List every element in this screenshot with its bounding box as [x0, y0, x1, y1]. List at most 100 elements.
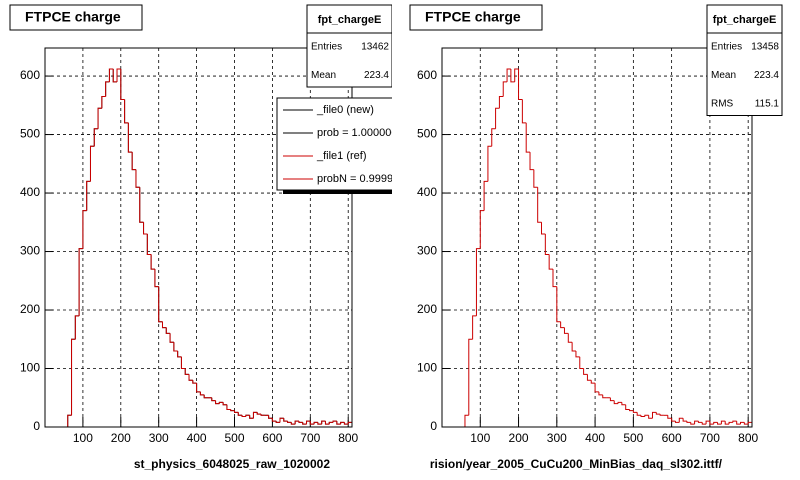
histogram-bin — [651, 411, 657, 419]
stats-value: 13462 — [361, 42, 389, 53]
histogram-bin — [475, 248, 481, 316]
histogram-bin — [625, 404, 630, 410]
histogram-bin — [192, 380, 197, 384]
histogram-bin — [510, 69, 515, 83]
histogram-bin — [518, 69, 523, 100]
histogram-bin — [487, 145, 492, 182]
stats-box — [706, 4, 783, 116]
histogram-bin — [112, 69, 118, 83]
histogram-bin — [720, 420, 726, 425]
histogram-bin — [184, 368, 190, 375]
histogram-bin — [317, 422, 322, 425]
histogram-bin — [173, 342, 178, 352]
histogram-bin — [74, 315, 80, 340]
histogram-bin — [617, 401, 622, 404]
stats-value: 13458 — [751, 42, 779, 53]
histogram-bin — [268, 415, 273, 419]
histogram-bin — [302, 422, 307, 425]
histogram-bin — [199, 391, 205, 396]
histogram-bin — [154, 269, 159, 288]
histogram-bin — [609, 397, 615, 402]
histogram-bin — [127, 122, 133, 153]
histogram-bin — [234, 410, 239, 413]
histogram-bin — [93, 128, 99, 147]
histogram-bin — [97, 107, 102, 129]
histogram-bin — [67, 414, 72, 427]
histogram-bin — [525, 122, 531, 153]
histogram-bin — [590, 380, 596, 384]
histogram-bin — [636, 412, 642, 416]
histogram-bin — [343, 422, 349, 425]
stats-box — [306, 4, 392, 88]
y-tick-label: 0 — [430, 419, 437, 433]
y-tick-label: 200 — [417, 302, 437, 316]
histogram-bin — [747, 421, 752, 425]
histogram-bin — [218, 401, 224, 404]
stats-key: Entries — [711, 42, 742, 53]
histogram-bin — [226, 404, 231, 410]
y-tick-label: 400 — [20, 185, 40, 199]
x-tick-label: 400 — [187, 431, 207, 445]
histogram-bin — [120, 69, 125, 100]
histogram-bin — [321, 420, 326, 425]
stats-key: Mean — [711, 70, 736, 81]
chart-title: FTPCE charge — [25, 9, 121, 25]
histogram-bin — [583, 368, 588, 375]
histogram-bin — [180, 356, 186, 370]
x-tick-label: 700 — [700, 431, 720, 445]
histogram-bin — [464, 414, 469, 427]
histogram-bin — [340, 421, 345, 425]
histogram-bin — [728, 421, 733, 425]
histogram-bin — [279, 417, 284, 423]
histogram-bin — [498, 96, 504, 109]
histogram-bin — [556, 286, 561, 323]
histogram-bin — [495, 107, 500, 129]
histogram-bin — [146, 233, 152, 255]
histogram-bin — [211, 397, 216, 402]
histogram-bin — [468, 338, 473, 416]
y-tick-label: 300 — [417, 244, 437, 258]
histogram-bin — [161, 321, 167, 329]
histogram-bin — [256, 412, 262, 415]
histogram-bin — [89, 145, 95, 182]
histogram-bin — [743, 422, 749, 425]
histogram-bin — [697, 421, 703, 423]
stats-title: fpt_chargeE — [318, 14, 382, 26]
histogram-bin — [502, 81, 508, 97]
histogram-bin — [101, 96, 106, 109]
stats-key: RMS — [711, 99, 734, 110]
histogram-bin — [306, 420, 311, 425]
legend-shadow — [283, 190, 392, 194]
histogram-bin — [260, 414, 265, 416]
x-tick-label: 500 — [224, 431, 244, 445]
histogram-bin — [671, 418, 676, 422]
histogram-bin — [139, 187, 144, 223]
histogram-bin — [613, 400, 619, 405]
histogram-bin — [108, 68, 114, 82]
histogram-bin — [701, 422, 707, 425]
histogram-bin — [678, 417, 684, 423]
histogram-bin — [563, 327, 569, 334]
histogram-bin — [659, 414, 664, 416]
histogram-bin — [567, 333, 573, 343]
histogram-bin — [655, 412, 661, 415]
histogram-bin — [598, 391, 603, 396]
histogram-bin — [740, 421, 745, 425]
histogram-bin — [529, 152, 534, 171]
histogram-bin — [332, 420, 337, 423]
legend-box — [276, 97, 392, 191]
histogram-bin — [283, 418, 288, 422]
histogram-bin — [222, 402, 227, 406]
stats-value: 223.4 — [364, 70, 389, 81]
histogram-bin — [571, 342, 576, 352]
histogram-bin — [143, 222, 148, 235]
histogram-bin — [290, 422, 296, 425]
histogram-bin — [709, 421, 714, 425]
histogram-bin — [541, 222, 546, 235]
histogram-bin — [724, 421, 730, 425]
legend-label: prob = 1.000000 — [317, 127, 397, 139]
x-tick-label: 600 — [262, 431, 282, 445]
legend-label: _file0 (new) — [316, 104, 374, 116]
x-tick-label: 300 — [149, 431, 169, 445]
histogram-bin — [560, 321, 565, 329]
